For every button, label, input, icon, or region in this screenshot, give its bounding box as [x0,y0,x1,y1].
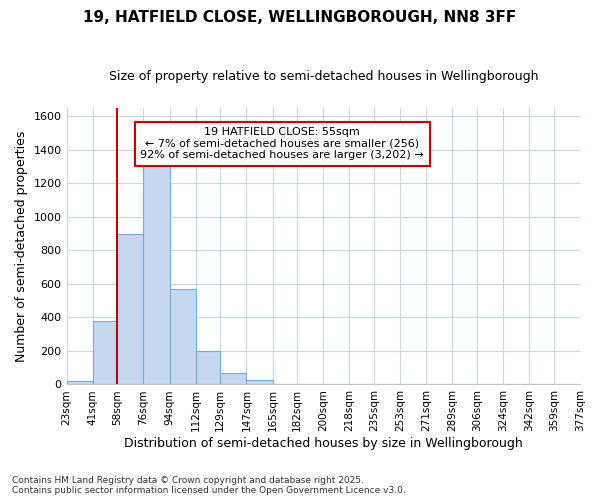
Bar [220,372,247,384]
Bar [247,380,272,384]
Bar [67,381,92,384]
Text: 19, HATFIELD CLOSE, WELLINGBOROUGH, NN8 3FF: 19, HATFIELD CLOSE, WELLINGBOROUGH, NN8 … [83,10,517,25]
Bar [170,289,196,384]
Bar [92,320,118,384]
Y-axis label: Number of semi-detached properties: Number of semi-detached properties [15,130,28,362]
Bar [118,234,143,384]
Text: Contains HM Land Registry data © Crown copyright and database right 2025.
Contai: Contains HM Land Registry data © Crown c… [12,476,406,495]
Title: Size of property relative to semi-detached houses in Wellingborough: Size of property relative to semi-detach… [109,70,538,83]
Bar [143,166,170,384]
Bar [196,351,220,384]
X-axis label: Distribution of semi-detached houses by size in Wellingborough: Distribution of semi-detached houses by … [124,437,523,450]
Text: 19 HATFIELD CLOSE: 55sqm
← 7% of semi-detached houses are smaller (256)
92% of s: 19 HATFIELD CLOSE: 55sqm ← 7% of semi-de… [140,127,424,160]
